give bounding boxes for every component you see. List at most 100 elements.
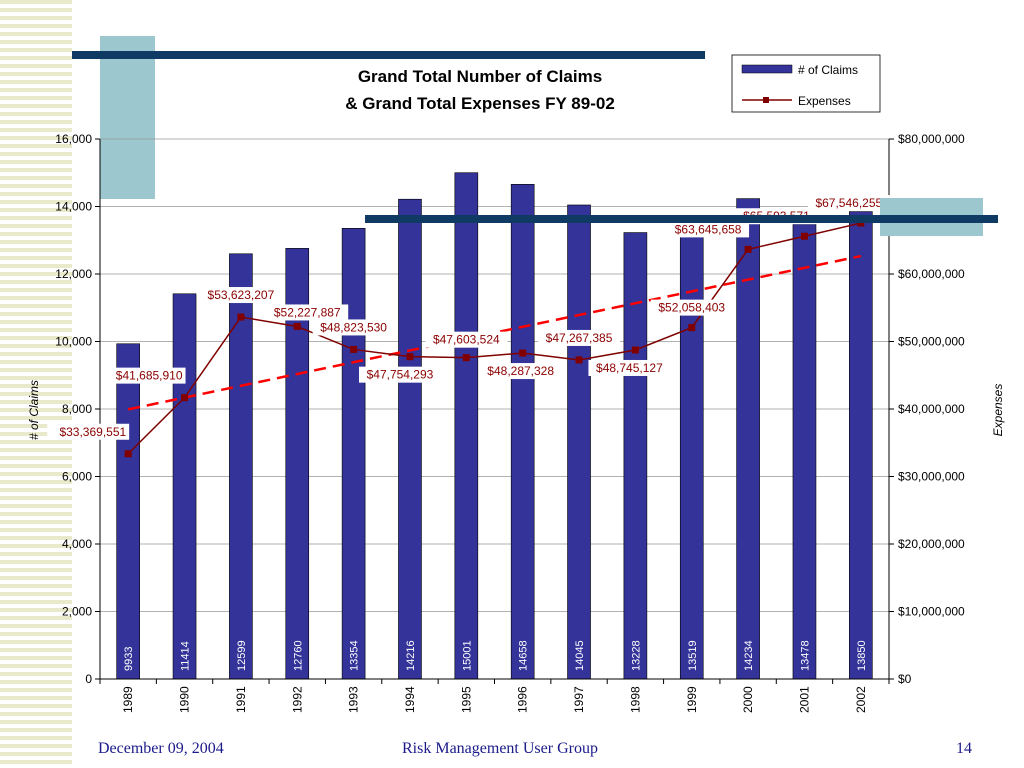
x-tick-label: 1989 (121, 686, 135, 713)
expenses-data-label: $48,745,127 (596, 361, 663, 375)
chart-title-line-1: Grand Total Number of Claims (358, 67, 602, 86)
y-tick-label-left: 2,000 (62, 605, 92, 619)
data-label-bg (425, 331, 508, 348)
expenses-data-label: $47,754,293 (367, 368, 434, 382)
expenses-data-label: $63,645,658 (675, 222, 742, 236)
y-tick-label-left: 6,000 (62, 470, 92, 484)
x-tick-label: 1996 (516, 686, 530, 713)
expenses-marker (575, 356, 583, 364)
bar (454, 172, 479, 680)
y-tick-label-right: $80,000,000 (898, 132, 965, 146)
y-tick-label-left: 14,000 (55, 200, 92, 214)
data-label-bg (588, 359, 671, 376)
expenses-marker (519, 349, 527, 357)
bar-value-label: 14216 (405, 640, 417, 671)
data-label-bg (359, 366, 441, 383)
bar-value-label: 12599 (236, 640, 248, 671)
x-tick-label: 1990 (178, 686, 192, 713)
decorative-stripes (0, 0, 72, 768)
expenses-data-label: $52,227,887 (274, 305, 341, 319)
x-tick-label: 1997 (572, 686, 586, 713)
y-tick-label-left: 16,000 (55, 132, 92, 146)
y-tick-label-right: $60,000,000 (898, 267, 965, 281)
bar (116, 343, 140, 680)
y-tick-label-left: 8,000 (62, 402, 92, 416)
footer-date: December 09, 2004 (98, 740, 224, 757)
axes: 0 2,000 4,000 6,000 8,000 10,000 12,000 14,000 1… (55, 132, 965, 713)
bar-value-label: 15001 (461, 640, 473, 671)
legend: # of Claims Expenses (731, 54, 881, 113)
y-tick-label-right: $40,000,000 (898, 402, 965, 416)
x-tick-label: 2002 (854, 686, 868, 713)
bar-value-label: 12760 (292, 640, 304, 671)
data-label-bg (47, 423, 130, 440)
expenses-series-line (127, 222, 861, 455)
expenses-data-label: $47,603,524 (433, 333, 500, 347)
data-label-bg (667, 221, 750, 238)
y-tick-label-right: $0 (898, 672, 912, 686)
bar (341, 228, 366, 680)
data-labels: $33,369,551 $41,685,910 $53,623,207 $52,227… (47, 195, 890, 440)
x-tick-label: 1998 (628, 686, 642, 713)
bar (172, 293, 197, 680)
y-tick-label-left: 10,000 (55, 335, 92, 349)
y-tick-label-right: $30,000,000 (898, 470, 965, 484)
decorative-block (100, 36, 155, 199)
bar-value-label: 14045 (574, 640, 586, 671)
expenses-marker (293, 322, 301, 330)
expenses-marker (744, 245, 752, 253)
expenses-marker (800, 232, 808, 240)
chart-title-line-2: & Grand Total Expenses FY 89-02 (345, 94, 615, 113)
legend-bar-swatch (741, 64, 793, 74)
expenses-marker (124, 450, 132, 458)
bar-value-label: 13354 (349, 640, 361, 671)
expenses-data-label: $47,267,385 (546, 331, 613, 345)
bar (792, 223, 817, 680)
x-tick-label: 1993 (347, 686, 361, 713)
expenses-marker (462, 354, 470, 362)
expenses-marker (237, 313, 245, 321)
bar-value-label: 9933 (123, 647, 135, 671)
expenses-trendline (127, 254, 862, 411)
bar-value-label: 14658 (518, 640, 530, 671)
expenses-marker (631, 346, 639, 354)
footer-title: Risk Management User Group (402, 740, 598, 757)
data-label-bg (807, 195, 890, 212)
legend-box (731, 54, 881, 113)
legend-label-expenses: Expenses (798, 94, 851, 108)
expenses-data-label: $41,685,910 (116, 369, 183, 383)
legend-label-claims: # of Claims (798, 63, 858, 77)
bar-value-label: 13478 (799, 640, 811, 671)
x-tick-label: 1992 (290, 686, 304, 713)
x-tick-label: 2001 (797, 686, 811, 713)
expenses-marker (350, 345, 358, 353)
bar-value-label: 13228 (630, 640, 642, 671)
expenses-marker (857, 219, 865, 227)
expenses-marker (181, 394, 189, 402)
y-axis-title-left: # of Claims (27, 380, 41, 440)
data-label-bg (199, 287, 282, 304)
trendline (127, 254, 862, 411)
y-axis-title-right: Expenses (991, 384, 1005, 437)
x-tick-label: 1991 (234, 686, 248, 713)
y-tick-label-right: $50,000,000 (898, 335, 965, 349)
expenses-data-label: $33,369,551 (59, 425, 126, 439)
decorative-rule (365, 215, 998, 223)
expenses-data-label: $48,823,530 (320, 320, 387, 334)
data-label-bg (650, 299, 733, 316)
expenses-marker (688, 324, 696, 332)
expenses-data-label: $53,623,207 (208, 288, 275, 302)
data-label-bg (103, 367, 186, 384)
bar (736, 198, 760, 680)
y-tick-label-right: $10,000,000 (898, 605, 965, 619)
bar (849, 211, 873, 680)
expenses-line (124, 219, 865, 458)
y-tick-label-left: 0 (85, 672, 92, 686)
data-label-bg (479, 363, 562, 380)
y-tick-label-left: 12,000 (55, 267, 92, 281)
x-tick-label: 1994 (403, 686, 417, 713)
bar (623, 232, 648, 680)
bar-value-label: 11414 (180, 641, 192, 671)
x-tick-label: 2000 (741, 686, 755, 713)
